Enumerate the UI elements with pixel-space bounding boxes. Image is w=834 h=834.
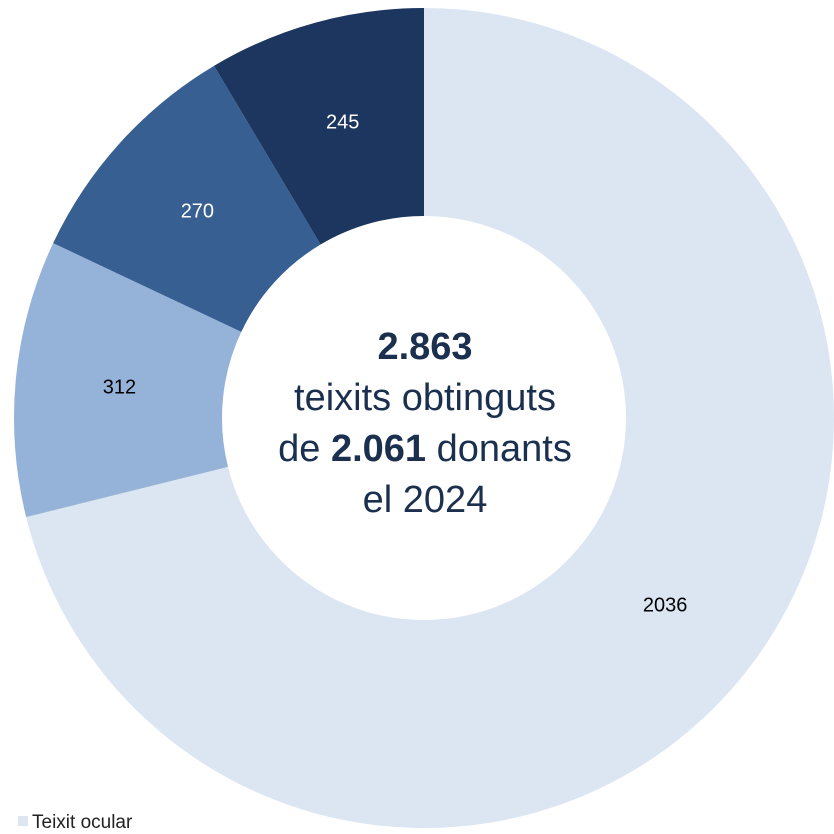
total-tissues-caption: teixits obtinguts [294,377,556,419]
slice-2 [13,243,242,518]
donors-prefix: de [278,428,321,470]
donors-value: 2.061 [330,428,427,470]
slice-teixit-ocular [26,8,834,828]
data-label-2: 312 [103,376,136,398]
donors-line: de 2.061 donants [225,424,625,475]
legend-label-teixit-ocular: Teixit ocular [32,812,133,833]
data-label-1: 2036 [643,595,688,617]
legend-swatch-teixit-ocular [18,816,28,826]
data-label-4: 245 [326,111,359,133]
slice-3 [53,65,321,332]
legend: Teixit ocular [18,812,132,834]
donors-suffix: donants [436,428,572,470]
total-tissues-value: 2.863 [377,326,473,368]
center-summary: 2.863 teixits obtinguts de 2.061 donants… [225,322,625,526]
slice-4 [214,8,424,245]
data-label-3: 270 [181,201,214,223]
year-line: el 2024 [362,479,488,521]
